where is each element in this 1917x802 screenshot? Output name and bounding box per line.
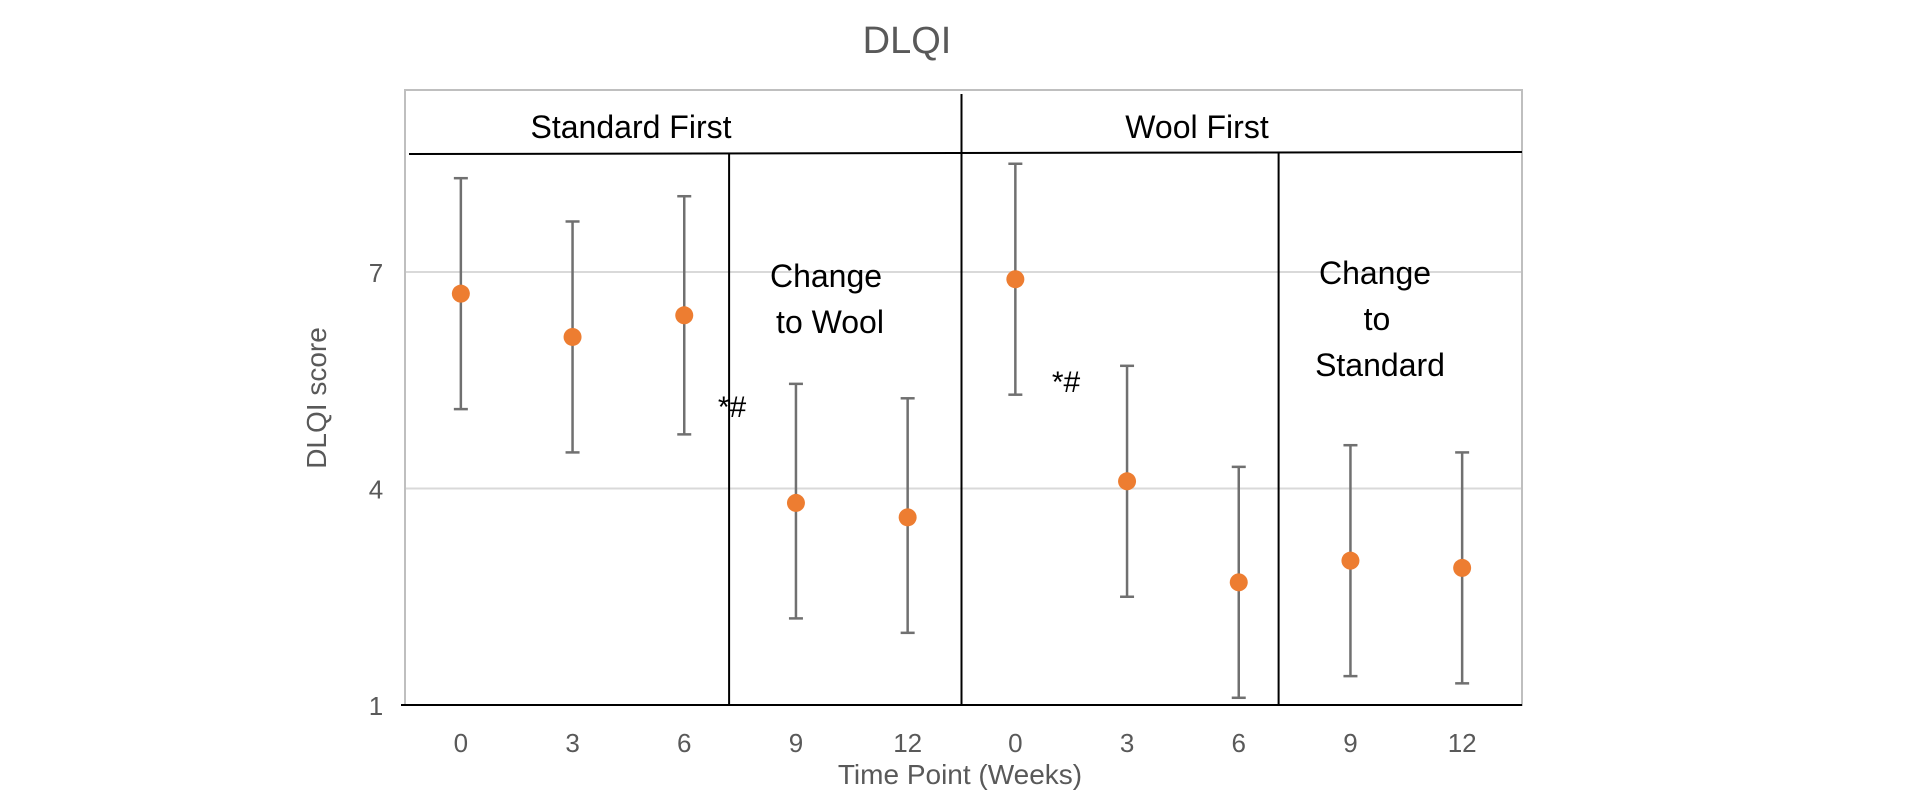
x-axis-label: Time Point (Weeks) [838,759,1082,790]
data-point-2 [675,306,694,325]
x-tick-label-4: 12 [893,728,922,758]
x-tick-label-9: 12 [1448,728,1477,758]
data-point-6 [1118,472,1137,491]
phase-label-change-to-standard-line-1: Change [1319,255,1431,291]
text-layer: DLQI DLQI score Time Point (Weeks) Stand… [301,20,1445,790]
data-point-3 [786,493,805,512]
phase-label-change-to-standard-line-2: to [1364,301,1391,337]
x-tick-label-0: 0 [454,728,468,758]
data-point-4 [898,508,917,527]
x-tick-label-7: 6 [1232,728,1246,758]
phase-label-change-to-standard-line-3: Standard [1315,347,1445,383]
group-header-divider [408,151,1523,155]
y-tick-label-7: 7 [369,258,383,288]
data-point-8 [1341,551,1360,570]
phase-label-change-to-wool-line-2: to Wool [776,304,884,340]
y-axis-label: DLQI score [301,327,332,469]
y-tick-label-4: 4 [369,475,383,505]
data-point-1 [563,327,582,346]
chart-title: DLQI [863,20,952,62]
x-tick-label-8: 9 [1343,728,1357,758]
significance-marker-wool-first: *# [1052,366,1081,399]
frame-layer [401,89,1523,706]
y-tick-label-1: 1 [369,691,383,721]
x-tick-label-5: 0 [1008,728,1022,758]
x-tick-label-6: 3 [1120,728,1134,758]
phase-label-change-to-wool-line-1: Change [770,258,882,294]
group-label-standard-first: Standard First [531,109,732,145]
x-tick-label-3: 9 [789,728,803,758]
x-tick-label-2: 6 [677,728,691,758]
data-point-0 [451,284,470,303]
x-tick-label-1: 3 [565,728,579,758]
data-point-7 [1229,573,1248,592]
data-point-5 [1006,270,1025,289]
data-point-9 [1453,558,1472,577]
point-layer [451,270,1472,592]
grid-layer [405,271,1522,490]
significance-marker-standard-first: *# [718,391,747,424]
group-label-wool-first: Wool First [1125,109,1269,145]
